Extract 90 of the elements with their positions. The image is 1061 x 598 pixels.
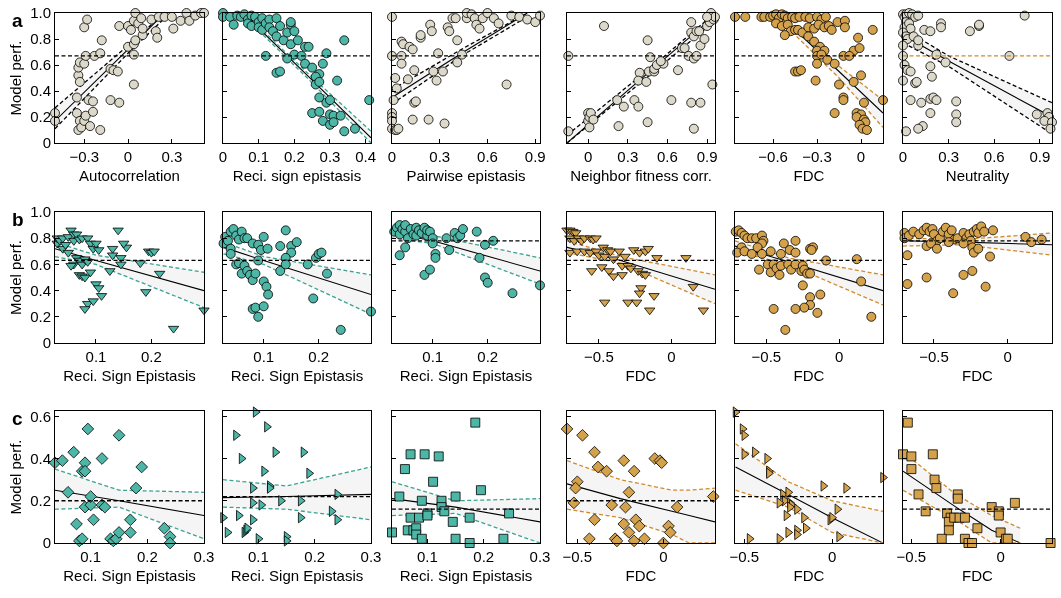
x-tick-label: −0.5 xyxy=(584,348,614,365)
y-tick-label: 1.0 xyxy=(30,4,51,22)
x-axis-title: Pairwise epistasis xyxy=(406,167,526,184)
x-tick-label: 0.4 xyxy=(355,148,377,165)
y-axis-title: Model perf. xyxy=(7,439,25,515)
x-tick-label: 0 xyxy=(1003,348,1012,365)
x-tick-label: −0.3 xyxy=(69,148,100,165)
x-tick-label: 0.1 xyxy=(422,348,444,365)
x-tick-label: 0.2 xyxy=(140,348,162,365)
x-tick-label: 0.6 xyxy=(983,148,1005,165)
x-tick-label: −0.3 xyxy=(802,148,832,165)
y-axis-title: Model perf. xyxy=(7,239,25,316)
x-tick-label: 0.1 xyxy=(417,548,438,565)
x-tick-label: 0 xyxy=(835,348,844,365)
x-tick-label: 0.2 xyxy=(304,548,326,565)
y-tick-label: 0 xyxy=(42,534,51,552)
x-tick-label: −0.5 xyxy=(729,548,760,565)
y-tick-label: 0.4 xyxy=(30,281,51,299)
x-axis-title: FDC xyxy=(962,367,994,384)
x-axis-title: Reci. Sign Epistasis xyxy=(399,367,533,384)
x-tick-label: 0 xyxy=(123,148,133,165)
x-axis-title: Reci. sign epistasis xyxy=(232,167,362,184)
x-axis-title: FDC xyxy=(793,567,825,584)
y-tick-label: 1.0 xyxy=(30,203,51,221)
x-tick-label: 0 xyxy=(218,148,228,165)
x-axis-title: Reci. Sign Epistasis xyxy=(63,567,196,584)
x-tick-label: 0.1 xyxy=(80,548,102,565)
x-tick-label: 0.6 xyxy=(657,148,678,165)
y-tick-label: 0.4 xyxy=(30,449,51,467)
x-tick-label: −0.6 xyxy=(758,148,788,165)
y-tick-label: 0 xyxy=(42,134,51,152)
x-axis-title: FDC xyxy=(793,367,825,384)
x-tick-label: 0 xyxy=(996,548,1005,565)
x-tick-label: 0.3 xyxy=(319,148,341,165)
x-tick-label: −0.5 xyxy=(896,548,927,565)
y-tick-label: 0.2 xyxy=(30,308,51,326)
y-tick-label: 0.6 xyxy=(30,407,51,425)
x-tick-label: 0.3 xyxy=(193,548,215,565)
x-axis-title: Reci. Sign Epistasis xyxy=(230,367,364,384)
x-tick-label: −0.5 xyxy=(919,348,949,365)
x-tick-label: 0 xyxy=(659,548,668,565)
y-tick-label: 0.8 xyxy=(30,229,51,247)
x-tick-label: 0 xyxy=(667,348,676,365)
x-tick-label: 0.3 xyxy=(360,548,382,565)
x-tick-label: 0 xyxy=(856,148,866,165)
x-tick-label: 0 xyxy=(387,148,397,165)
x-tick-label: 0.6 xyxy=(477,148,498,165)
y-tick-label: 0.6 xyxy=(30,255,51,273)
x-axis-title: Reci. Sign Epistasis xyxy=(230,567,364,584)
text: b xyxy=(12,209,24,230)
text: c xyxy=(12,408,23,429)
y-tick-label: 0.2 xyxy=(30,492,51,510)
x-tick-label: 0.9 xyxy=(696,148,718,165)
x-tick-label: 0.2 xyxy=(308,348,330,365)
x-axis-title: FDC xyxy=(625,367,657,384)
y-tick-label: 0.4 xyxy=(30,82,51,100)
x-tick-label: 0 xyxy=(898,148,908,165)
x-tick-label: 0.2 xyxy=(283,148,305,165)
x-tick-label: 0.3 xyxy=(529,548,551,565)
x-axis-title: FDC xyxy=(625,567,657,584)
x-tick-label: 0 xyxy=(583,148,593,165)
y-tick-label: 0.6 xyxy=(30,56,51,74)
x-axis-title: FDC xyxy=(962,567,994,584)
x-tick-label: 0.1 xyxy=(248,548,269,565)
x-tick-label: 0.1 xyxy=(253,348,275,365)
x-tick-label: 0.3 xyxy=(161,148,183,165)
x-tick-label: 0.3 xyxy=(429,148,451,165)
y-tick-label: 0 xyxy=(42,334,51,352)
x-tick-label: 0.2 xyxy=(473,548,495,565)
y-tick-label: 0.2 xyxy=(30,108,51,126)
x-axis-title: Neighbor fitness corr. xyxy=(570,167,712,184)
y-axis-title: Model perf. xyxy=(7,40,25,116)
x-tick-label: 0.1 xyxy=(85,348,107,365)
x-tick-label: 0.3 xyxy=(938,148,960,165)
x-axis-title: Neutrality xyxy=(945,167,1010,184)
x-tick-label: 0.1 xyxy=(248,148,270,165)
x-tick-label: −0.5 xyxy=(562,548,593,565)
x-axis-title: Reci. Sign Epistasis xyxy=(399,567,533,584)
x-tick-label: 0 xyxy=(827,548,837,565)
text: a xyxy=(12,10,23,31)
x-tick-label: 0.9 xyxy=(524,148,546,165)
x-axis-title: Autocorrelation xyxy=(79,167,180,184)
x-tick-label: 0.3 xyxy=(617,148,639,165)
x-tick-label: −0.5 xyxy=(751,348,782,365)
y-tick-label: 0.8 xyxy=(30,30,51,48)
x-axis-title: FDC xyxy=(793,167,825,184)
x-tick-label: 0.9 xyxy=(1029,148,1051,165)
x-tick-label: 0.2 xyxy=(477,348,499,365)
x-axis-title: Reci. Sign Epistasis xyxy=(63,367,196,384)
x-tick-label: 0.2 xyxy=(136,548,158,565)
